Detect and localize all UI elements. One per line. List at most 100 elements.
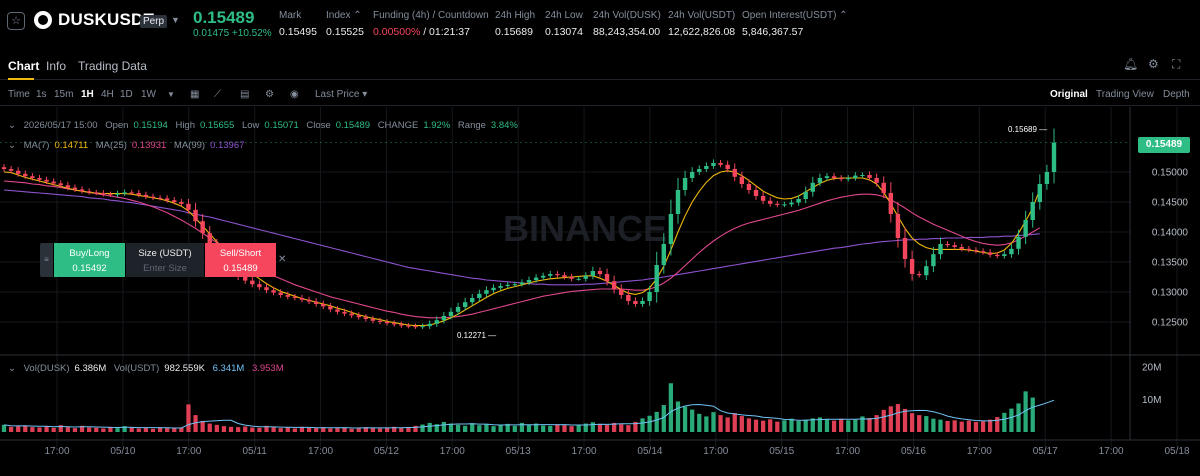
candle-body — [23, 173, 28, 177]
volume-bar — [115, 428, 120, 432]
volume-bar — [51, 427, 56, 432]
volume-bar — [370, 427, 376, 432]
volume-bar — [945, 420, 950, 432]
ticker-header: ☆ DUSKUSDT Perp ▼ 0.15489 0.01475 +10.52… — [0, 0, 1200, 46]
size-placeholder[interactable]: Enter Size — [143, 263, 187, 274]
high-marker: 0.15689 — — [1008, 125, 1048, 134]
volume-bar — [328, 428, 333, 432]
stat-value: 12,622,826.08 — [668, 26, 736, 38]
candle-body — [959, 247, 964, 249]
candle-body — [654, 265, 659, 292]
stat-label[interactable]: Index ⌃ — [326, 10, 362, 21]
drawing-tools-icon[interactable]: ▤ — [240, 89, 250, 100]
volume-bar — [633, 421, 638, 432]
sell-short-button[interactable]: Sell/Short 0.15489 — [205, 243, 276, 277]
sell-label: Sell/Short — [219, 248, 262, 259]
candle-body — [86, 191, 92, 193]
interval-1d[interactable]: 1D — [120, 89, 133, 100]
candle-body — [434, 320, 439, 324]
volume-bar — [150, 428, 156, 432]
interval-1h[interactable]: 1H — [81, 89, 94, 100]
tab-chart[interactable]: Chart — [8, 59, 40, 73]
volume-bar — [753, 419, 759, 432]
time-axis-label: 05/10 — [110, 446, 135, 457]
alert-bell-icon[interactable]: 🔔︎ — [1123, 57, 1139, 71]
chart-settings-icon[interactable]: ⚙ — [265, 89, 274, 100]
candle-body — [597, 271, 603, 274]
stat-24h-low: 24h Low 0.13074 — [545, 10, 583, 38]
volume-bar — [924, 416, 929, 432]
interval-1w[interactable]: 1W — [141, 89, 156, 100]
interval-4h[interactable]: 4H — [101, 89, 114, 100]
stat-value: 5,846,367.57 — [742, 26, 804, 38]
view-trading-view[interactable]: Trading View — [1096, 89, 1154, 100]
stat-funding: Funding (4h) / Countdown 0.00500% / 01:2… — [373, 10, 489, 38]
legend-caret-icon[interactable]: ⌄ — [8, 120, 16, 131]
stat-value: 0.00500% / 01:21:37 — [373, 26, 489, 38]
view-depth[interactable]: Depth — [1163, 89, 1190, 100]
candle-body — [895, 214, 901, 238]
crosshair-icon[interactable]: ◉ — [290, 89, 299, 100]
symbol-dropdown-icon[interactable]: ▼ — [171, 15, 180, 25]
time-axis-label: 17:00 — [308, 446, 333, 457]
volume-bar — [505, 423, 510, 432]
legend-caret-icon[interactable]: ⌄ — [8, 140, 16, 151]
candle-body — [711, 163, 716, 166]
volume-bar — [682, 406, 688, 432]
volume-bar — [406, 427, 411, 432]
ma-legend: ⌄ MA(7) 0.14711 MA(25) 0.13931 MA(99) 0.139… — [8, 140, 249, 151]
buy-long-button[interactable]: Buy/Long 0.15492 — [54, 243, 125, 277]
candle-body — [342, 311, 347, 314]
candlestick-chart[interactable]: BINANCE 0.12500 0.13000 0.13500 0.14000 0.14… — [0, 107, 1200, 476]
legend-caret-icon[interactable]: ⌄ — [8, 363, 16, 374]
candle-body — [619, 289, 624, 295]
candle-body — [292, 296, 298, 298]
volume-bar — [356, 428, 361, 432]
volume-bar — [739, 416, 744, 432]
more-intervals-icon[interactable]: ▼ — [167, 90, 175, 99]
candle-body — [30, 176, 35, 178]
legend-open-label: Open — [105, 120, 129, 131]
volume-bar — [23, 425, 28, 432]
calendar-icon[interactable]: ▦ — [190, 89, 200, 100]
candle-body — [179, 202, 184, 204]
tab-trading-data[interactable]: Trading Data — [78, 59, 147, 73]
indicator-icon[interactable]: ⟋ — [214, 89, 221, 100]
view-original[interactable]: Original — [1050, 89, 1088, 100]
candle-body — [853, 175, 858, 178]
volume-bar — [72, 428, 78, 432]
candle-body — [250, 280, 255, 285]
settings-gear-icon[interactable]: ⚙ — [1148, 57, 1159, 71]
sell-price: 0.15489 — [223, 263, 258, 274]
price-type-select[interactable]: Last Price ▾ — [315, 89, 368, 100]
close-icon[interactable]: ✕ — [278, 254, 287, 265]
size-input[interactable]: Size (USDT) Enter Size — [126, 243, 204, 277]
volume-bar — [612, 422, 617, 432]
candle-body — [966, 248, 972, 250]
time-axis-label: 05/13 — [506, 446, 531, 457]
volume-bar — [619, 424, 624, 432]
fullscreen-icon[interactable]: ⛶ — [1172, 57, 1181, 71]
volume-bar — [569, 426, 574, 432]
vol-ma-b-value: 3.953M — [251, 363, 284, 374]
volume-bar — [427, 422, 432, 432]
chart-canvas[interactable]: BINANCE 0.12500 0.13000 0.13500 0.14000 0.14… — [0, 107, 1200, 476]
stat-value: 0.15525 — [326, 26, 364, 38]
candle-body — [512, 284, 518, 286]
stat-label[interactable]: Open Interest(USDT) ⌃ — [742, 10, 848, 21]
candle-body — [945, 244, 950, 246]
favorite-star-icon[interactable]: ☆ — [7, 12, 25, 30]
tab-info[interactable]: Info — [46, 59, 67, 73]
volume-bar — [874, 415, 879, 432]
active-tab-indicator — [8, 78, 34, 80]
candle-body — [626, 295, 631, 301]
interval-15m[interactable]: 15m — [54, 89, 74, 100]
candle-body — [725, 164, 730, 169]
symbol-name[interactable]: DUSKUSDT — [58, 10, 155, 29]
candle-body — [321, 304, 326, 307]
candle-body — [420, 326, 425, 328]
drag-handle-icon[interactable]: ≡ — [40, 243, 53, 277]
volume-bar — [541, 425, 546, 432]
interval-1s[interactable]: 1s — [36, 89, 47, 100]
volume-bar — [235, 427, 241, 432]
